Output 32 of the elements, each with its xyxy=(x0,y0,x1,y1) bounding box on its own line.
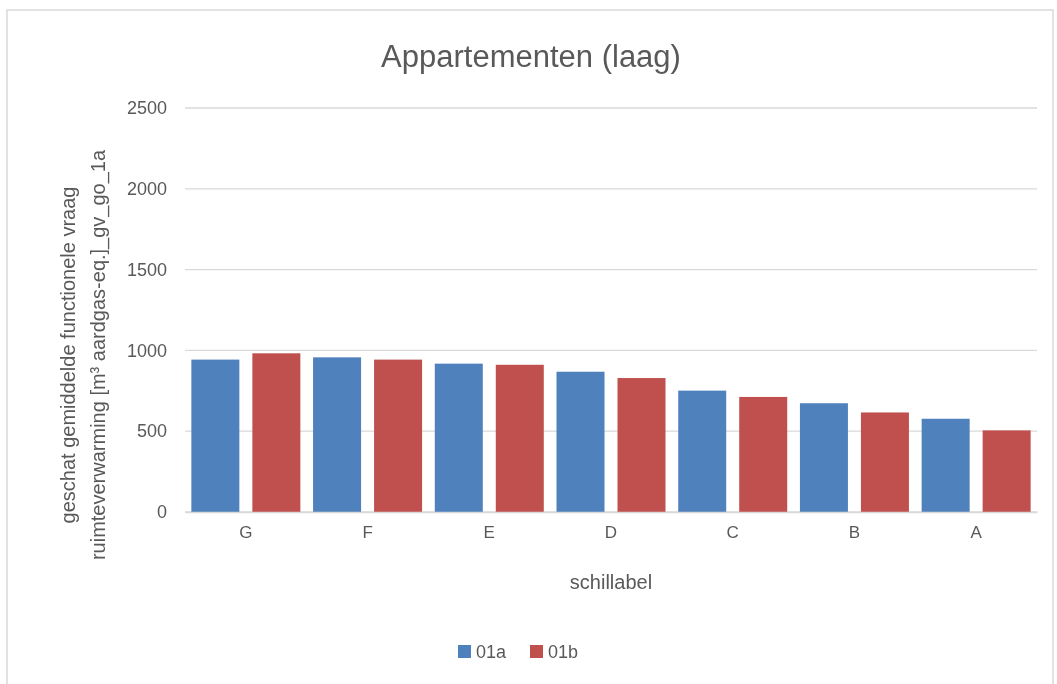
x-tick-label: C xyxy=(726,523,739,543)
bar xyxy=(556,371,605,512)
bar xyxy=(191,359,240,512)
y-tick-label: 1000 xyxy=(126,340,167,361)
x-tick-label: B xyxy=(848,523,861,543)
chart-title: Appartementen (laag) xyxy=(381,39,681,74)
y-tick-label: 2000 xyxy=(126,179,167,200)
bar xyxy=(678,390,727,512)
bar xyxy=(374,359,423,512)
bar xyxy=(982,430,1031,512)
x-tick-label: G xyxy=(239,523,253,543)
x-tick-label: F xyxy=(362,523,373,543)
y-tick-label: 500 xyxy=(136,421,167,442)
bar xyxy=(252,353,301,512)
legend-label: 01a xyxy=(476,642,508,662)
bar xyxy=(860,412,909,512)
bar xyxy=(617,378,666,512)
bar xyxy=(495,364,544,512)
x-tick-label: A xyxy=(970,523,983,543)
bar xyxy=(434,363,483,512)
y-tick-label: 0 xyxy=(156,502,167,523)
x-axis-title: schillabel xyxy=(569,571,653,593)
bar xyxy=(313,357,362,512)
bar xyxy=(739,396,788,512)
y-tick-label: 2500 xyxy=(126,98,167,119)
y-tick-label: 1500 xyxy=(126,259,167,280)
bar xyxy=(921,418,970,512)
legend-label: 01b xyxy=(548,642,579,662)
y-axis-title: geschat gemiddelde functionele vraag ruimteverwarming [m³ aardgas-eq.]_gv_go_1a xyxy=(57,149,110,561)
x-tick-label: D xyxy=(604,523,618,543)
x-tick-label: E xyxy=(483,523,495,543)
bar xyxy=(799,403,848,512)
